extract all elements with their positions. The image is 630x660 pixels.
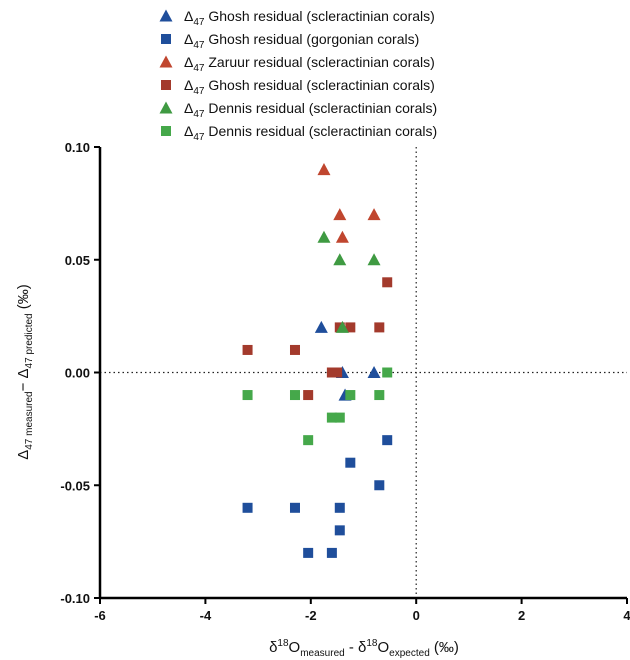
point-series-4: [317, 230, 331, 243]
legend-label-3: Δ47 Ghosh residual (scleractinian corals…: [184, 77, 435, 97]
point-series-2: [335, 230, 349, 243]
point-series-2: [317, 163, 331, 176]
y-tick-label: 0.05: [65, 253, 90, 268]
point-series-3: [303, 390, 314, 401]
point-series-3: [332, 367, 343, 378]
x-tick-label: 4: [623, 608, 630, 623]
point-series-5: [345, 390, 356, 401]
point-series-5: [334, 412, 345, 423]
legend-label-5: Δ47 Dennis residual (scleractinian coral…: [184, 123, 437, 143]
point-series-1: [382, 435, 393, 446]
point-series-0: [367, 366, 381, 379]
point-series-1: [345, 457, 356, 468]
y-tick-label: 0.00: [65, 366, 90, 381]
point-series-5: [242, 390, 253, 401]
point-series-1: [289, 502, 300, 513]
point-series-3: [242, 344, 253, 355]
data-points: [242, 163, 393, 558]
point-series-4: [335, 320, 349, 333]
point-series-4: [367, 253, 381, 266]
point-series-4: [333, 253, 347, 266]
point-series-3: [374, 322, 385, 333]
legend-label-2: Δ47 Zaruur residual (scleractinian coral…: [184, 54, 435, 74]
y-tick-label: -0.10: [60, 591, 90, 606]
legend-label-0: Δ47 Ghosh residual (scleractinian corals…: [184, 8, 435, 28]
point-series-1: [326, 547, 337, 558]
point-series-1: [303, 547, 314, 558]
point-series-5: [289, 390, 300, 401]
x-tick-label: -2: [305, 608, 317, 623]
y-tick-label: 0.10: [65, 140, 90, 155]
legend-marker-1: [161, 34, 171, 44]
point-series-5: [374, 390, 385, 401]
legend-marker-0: [159, 9, 173, 22]
point-series-1: [334, 502, 345, 513]
legend-marker-3: [161, 80, 171, 90]
legend-label-1: Δ47 Ghosh residual (gorgonian corals): [184, 31, 419, 51]
point-series-5: [303, 435, 314, 446]
axis-labels: δ18Omeasured - δ18Oexpected (‰) Δ47 measu…: [15, 284, 459, 659]
legend-label-4: Δ47 Dennis residual (scleractinian coral…: [184, 100, 437, 120]
axes: -0.10 -0.05 0.00 0.05 0.10 -6 -4 -2 0 2 4: [60, 140, 630, 623]
reference-lines: [100, 147, 627, 598]
point-series-5: [326, 412, 337, 423]
legend-marker-2: [159, 55, 173, 68]
point-series-0: [314, 320, 328, 333]
y-axis-label: Δ47 measured− Δ47 predicted (‰): [15, 284, 35, 460]
point-series-1: [334, 525, 345, 536]
point-series-5: [382, 367, 393, 378]
x-tick-label: 2: [518, 608, 525, 623]
x-tick-label: -6: [94, 608, 106, 623]
legend-marker-4: [159, 101, 173, 114]
point-series-3: [289, 344, 300, 355]
x-axis-label: δ18Omeasured - δ18Oexpected (‰): [269, 638, 459, 659]
x-tick-label: -4: [200, 608, 212, 623]
point-series-1: [242, 502, 253, 513]
y-tick-label: -0.05: [60, 478, 90, 493]
point-series-2: [367, 208, 381, 221]
x-tick-label: 0: [413, 608, 420, 623]
legend: Δ47 Ghosh residual (scleractinian corals…: [159, 8, 437, 143]
point-series-3: [345, 322, 356, 333]
point-series-2: [333, 208, 347, 221]
point-series-3: [326, 367, 337, 378]
point-series-1: [374, 480, 385, 491]
legend-marker-5: [161, 126, 171, 136]
point-series-3: [382, 277, 393, 288]
